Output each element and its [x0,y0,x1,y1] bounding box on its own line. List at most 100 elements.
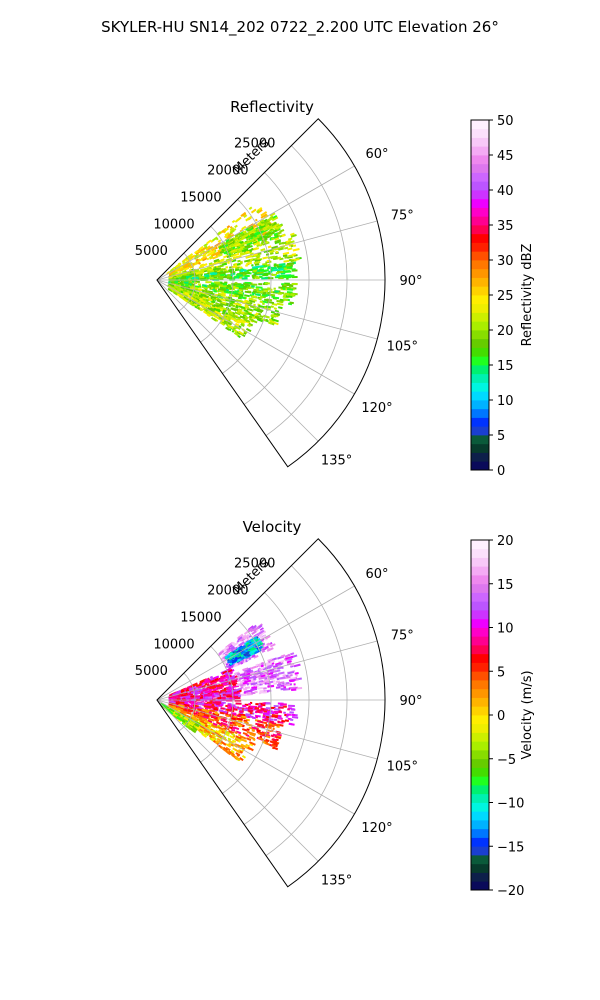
colorbar-swatch [471,802,489,812]
echo-gate [267,255,275,259]
echo-gate [237,273,241,276]
echo-gate [248,315,253,319]
echo-gate [236,319,242,324]
echo-gate [265,241,269,244]
echo-gate [231,219,236,224]
echo-gate [243,630,249,635]
echo-gate [264,276,268,279]
echo-gate [227,704,231,707]
echo-gate [251,274,257,277]
echo-gate [265,318,269,322]
echo-gate [245,250,250,254]
echo-gate [249,244,253,248]
echo-gate [185,275,192,279]
echo-gate [235,235,242,240]
colorbar-swatch [471,583,489,593]
echo-gate [271,268,279,272]
echo-gate [273,221,277,225]
echo-gate [250,208,257,214]
echo-gate [263,645,269,650]
echo-gate [262,314,270,319]
echo-gate [237,635,241,639]
echo-gate [235,235,239,239]
echo-gate [175,277,179,280]
echo-gate [197,271,205,275]
colorbar-swatch [471,662,489,672]
echo-gate [226,655,231,659]
echo-gate [274,239,282,243]
echo-gate [203,694,208,697]
echo-gate [197,283,202,286]
echo-gate [266,235,272,239]
echo-gate [220,298,227,302]
echo-gate [263,220,269,225]
azimuth-spoke [156,165,355,281]
echo-gate [206,275,210,278]
echo-gate [205,281,212,284]
echo-gate [208,298,213,302]
echo-gate [276,274,280,277]
colorbar-tick-label: −20 [497,884,524,899]
echo-gate [254,258,261,263]
echo-gate [222,315,230,321]
colorbar-tick-label: −10 [497,797,524,812]
echo-gate [230,307,237,312]
colorbar-tick-label: −15 [497,840,524,855]
echo-gate [228,285,232,288]
echo-gate [282,674,287,677]
echo-gate [227,321,233,326]
echo-gate [220,268,226,271]
echo-gate [219,321,225,326]
echo-gate [248,226,253,230]
echo-gate [235,649,241,654]
echo-gate [223,251,228,255]
echo-gate [233,241,240,246]
echo-gate [246,261,252,265]
echo-gate [216,702,219,705]
echo-gate [291,253,297,256]
colorbar-swatch [471,408,489,418]
colorbar-swatch [471,820,489,830]
echo-gate [273,708,280,711]
colorbar-tick-label: 5 [497,665,505,680]
colorbar-tick-label: 5 [497,429,505,444]
echo-gate [262,256,269,260]
echo-gate [233,263,236,266]
colorbar-swatch [471,163,489,173]
colorbar-swatch [471,723,489,733]
colorbar-swatch [471,225,489,235]
echo-gate [220,285,227,288]
echo-gate [254,686,258,689]
echo-gate [218,290,225,293]
echo-gate [255,642,260,647]
echo-gate [196,296,201,300]
colorbar-swatch [471,680,489,690]
azimuth-tick-label: 120° [361,401,392,416]
echo-gate [272,321,279,326]
echo-gate [248,231,256,236]
echo-gate [238,641,245,647]
echo-gate [266,647,274,652]
colorbar-swatch [471,750,489,760]
echo-gate [229,227,235,232]
echo-gate [271,273,277,276]
echo-gate [234,322,240,327]
reflectivity-colorbar: 0 5 10 15 20 25 30 35 40 45 50 Reflectivity dBZ [470,114,535,479]
colorbar-swatch [471,715,489,725]
echo-gate [289,301,294,305]
echo-gate [232,641,239,647]
echo-gate [200,246,207,252]
echo-gate [236,646,240,650]
echo-gate [213,290,217,293]
echo-gate [211,236,218,243]
echo-gate [253,252,259,257]
echo-gate [226,275,231,278]
echo-gate [282,241,287,245]
echo-gate [238,291,244,295]
echo-gate [235,248,239,252]
echo-gate [244,290,252,294]
colorbar-swatch [471,260,489,270]
echo-gate [227,261,230,265]
echo-gate [251,285,255,288]
